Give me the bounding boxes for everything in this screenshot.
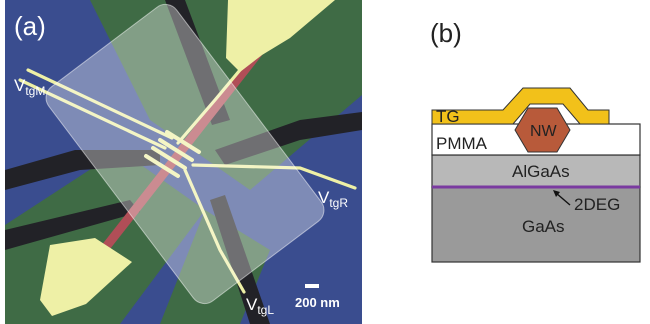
nanowire — [75, 43, 267, 285]
twodeg-arrow — [553, 190, 571, 206]
algaas-label: AlGaAs — [512, 162, 570, 181]
gaas-substrate — [431, 186, 641, 263]
scale-bar-label: 200 nm — [295, 295, 340, 310]
gate-label-l: VtgL — [246, 295, 274, 317]
etched-trench-right — [215, 112, 362, 165]
scale-bar — [305, 284, 319, 288]
gate-finger-2 — [151, 146, 187, 170]
gaas-label: GaAs — [522, 217, 565, 236]
top-gate-lines — [18, 8, 357, 294]
gate-line-top — [176, 8, 292, 145]
sem-panel: (a) VtgM VtgR VtgL 200 nm — [5, 0, 362, 324]
top-gate-film — [431, 87, 610, 125]
pmma-label: PMMA — [436, 134, 488, 153]
gate-label-r: VtgR — [318, 188, 348, 210]
gate-line-r — [191, 163, 357, 190]
gate-finger-4 — [165, 130, 201, 154]
gate-line-m — [18, 78, 167, 150]
etched-trench-top — [165, 0, 230, 125]
gate-label-m: VtgM — [14, 76, 45, 98]
panel-b-label: (b) — [430, 18, 462, 48]
tg-label: TG — [436, 107, 460, 126]
gate-line-m-2 — [26, 68, 174, 140]
nw-label: NW — [530, 123, 558, 140]
gate-finger-1 — [158, 138, 194, 162]
cross-section-panel: (b) TG PMMA NW AlGaAs GaAs 2DEG — [430, 18, 641, 263]
contact-pad-bottom-left — [40, 238, 132, 316]
panel-a-label: (a) — [14, 11, 46, 41]
gate-line-l — [183, 168, 246, 294]
etched-trench-bottom-right — [210, 195, 270, 324]
gate-finger-3 — [144, 154, 180, 178]
nanowire-cross-section — [514, 107, 571, 153]
etched-trench-left — [5, 150, 160, 190]
etched-trench-bottom-left — [5, 200, 140, 250]
gate-fingers — [144, 130, 201, 178]
twodeg-label: 2DEG — [574, 195, 620, 214]
pmma-overlay — [45, 3, 325, 305]
